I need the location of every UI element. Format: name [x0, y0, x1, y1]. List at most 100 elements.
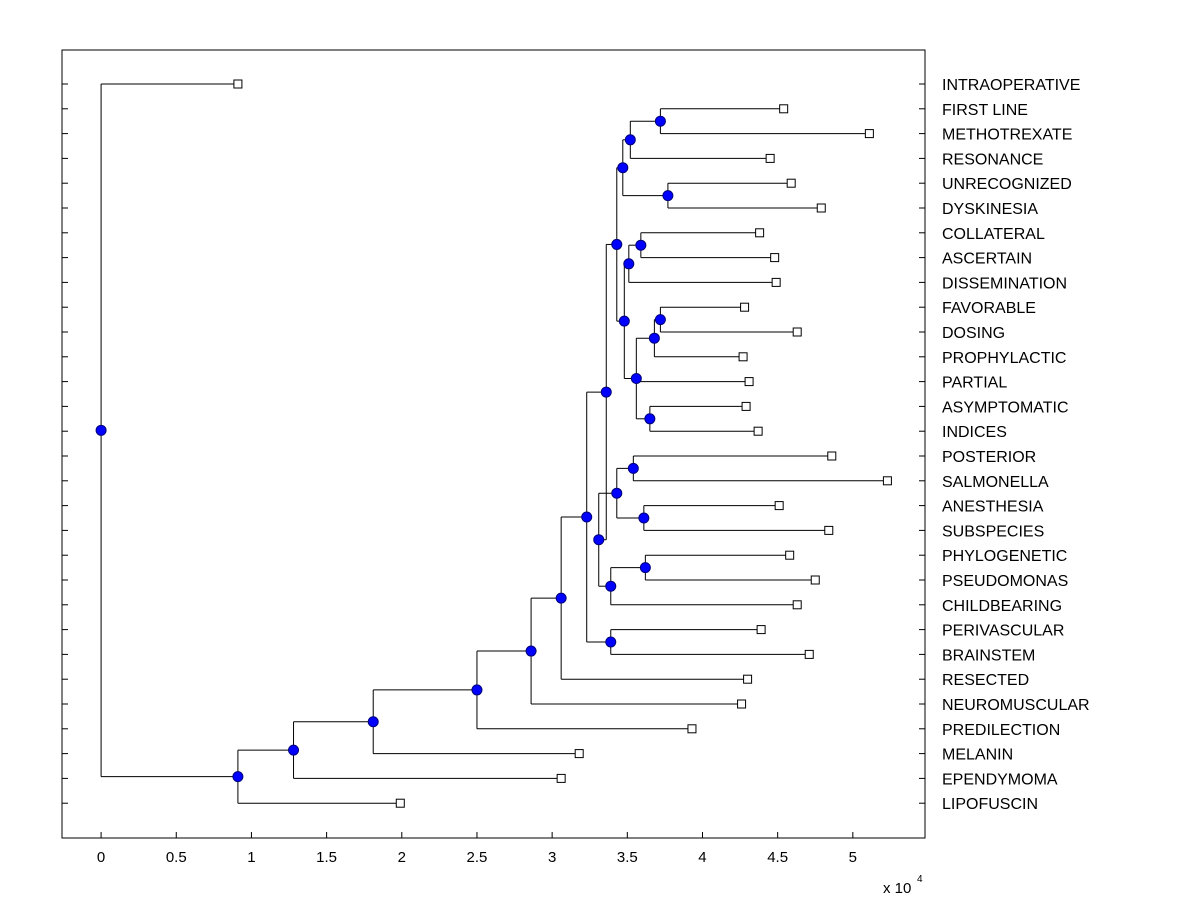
internal-node-marker: [623, 258, 635, 270]
leaf-marker: [737, 699, 747, 709]
internal-node-marker: [232, 771, 244, 783]
leaf-marker: [882, 476, 892, 486]
internal-node-marker: [611, 487, 623, 499]
leaf-label: RESECTED: [942, 672, 1029, 689]
internal-node-marker: [644, 413, 656, 425]
internal-node-marker: [624, 134, 636, 146]
internal-node-marker: [639, 562, 651, 574]
internal-node-marker: [95, 424, 107, 436]
x-tick-label: 3: [548, 849, 556, 866]
leaf-label: CHILDBEARING: [942, 598, 1062, 615]
leaf-label: FIRST LINE: [942, 102, 1028, 119]
leaf-labels: INTRAOPERATIVE FIRST LINE METHOTREXATE RESO…: [942, 77, 1090, 813]
x-tick-label: 5: [849, 849, 857, 866]
leaf-marker: [395, 798, 405, 808]
x-tick-label: 3.5: [617, 849, 638, 866]
internal-node-marker: [617, 162, 629, 174]
leaf-marker: [785, 550, 795, 560]
internal-node-marker: [525, 645, 537, 657]
leaf-marker: [744, 377, 754, 387]
internal-node-marker: [662, 190, 674, 202]
internal-node-marker: [605, 580, 617, 592]
leaf-marker: [687, 724, 697, 734]
x-multiplier-label: x 10: [883, 880, 911, 897]
leaf-marker: [765, 153, 775, 163]
leaf-label: PERIVASCULAR: [942, 623, 1064, 640]
axis-ticks: [62, 83, 925, 838]
leaf-label: PSEUDOMONAS: [942, 573, 1068, 590]
x-tick-label: 0: [97, 849, 105, 866]
internal-node-marker: [611, 238, 623, 250]
node-markers: [95, 115, 674, 783]
leaf-marker: [740, 302, 750, 312]
internal-node-marker: [654, 115, 666, 127]
leaf-label: SALMONELLA: [942, 474, 1049, 491]
internal-node-marker: [605, 636, 617, 648]
leaf-markers: [233, 79, 892, 808]
leaf-label: DOSING: [942, 325, 1005, 342]
internal-node-marker: [367, 716, 379, 728]
leaf-label: UNRECOGNIZED: [942, 176, 1072, 193]
x-tick-label: 0.5: [166, 849, 187, 866]
leaf-marker: [774, 501, 784, 511]
leaf-label: METHOTREXATE: [942, 127, 1072, 144]
leaf-marker: [792, 600, 802, 610]
internal-node-marker: [581, 511, 593, 523]
internal-node-marker: [618, 315, 630, 327]
leaf-label: NEUROMUSCULAR: [942, 697, 1090, 714]
leaf-marker: [741, 401, 751, 411]
leaf-marker: [824, 525, 834, 535]
leaf-marker: [827, 451, 837, 461]
leaf-label: ASCERTAIN: [942, 251, 1032, 268]
leaf-marker: [756, 625, 766, 635]
leaf-marker: [804, 649, 814, 659]
internal-node-marker: [593, 534, 605, 546]
x-tick-labels: 0 0.5 1 1.5 2 2.5 3 3.5 4 4.5 5: [97, 849, 857, 866]
leaf-marker: [233, 79, 243, 89]
internal-node-marker: [471, 684, 483, 696]
leaf-marker: [753, 426, 763, 436]
leaf-marker: [792, 327, 802, 337]
leaf-label: ASYMPTOMATIC: [942, 399, 1069, 416]
leaf-label: POSTERIOR: [942, 449, 1036, 466]
leaf-marker: [574, 749, 584, 759]
leaf-label: MELANIN: [942, 747, 1013, 764]
leaf-marker: [786, 178, 796, 188]
leaf-label: DYSKINESIA: [942, 201, 1038, 218]
leaf-marker: [816, 203, 826, 213]
internal-node-marker: [635, 239, 647, 251]
leaf-label: ANESTHESIA: [942, 499, 1044, 516]
leaf-label: PHYLOGENETIC: [942, 548, 1067, 565]
x-tick-label: 2.5: [467, 849, 488, 866]
internal-node-marker: [555, 592, 567, 604]
internal-node-marker: [600, 386, 612, 398]
leaf-label: SUBSPECIES: [942, 523, 1044, 540]
leaf-label: FAVORABLE: [942, 300, 1036, 317]
plot-area: [61, 49, 926, 839]
leaf-marker: [810, 575, 820, 585]
leaf-label: PARTIAL: [942, 375, 1007, 392]
x-tick-label: 2: [398, 849, 406, 866]
leaf-marker: [755, 228, 765, 238]
leaf-label: INTRAOPERATIVE: [942, 77, 1080, 94]
leaf-label: COLLATERAL: [942, 226, 1045, 243]
leaf-label: DISSEMINATION: [942, 275, 1067, 292]
x-tick-label: 4.5: [767, 849, 788, 866]
leaf-marker: [779, 104, 789, 114]
leaf-label: PREDILECTION: [942, 722, 1060, 739]
internal-node-marker: [654, 314, 666, 326]
internal-node-marker: [638, 512, 650, 524]
leaf-marker: [770, 253, 780, 263]
internal-node-marker: [630, 373, 642, 384]
internal-node-marker: [627, 462, 639, 474]
internal-node-marker: [288, 744, 300, 756]
leaf-label: BRAINSTEM: [942, 647, 1035, 664]
x-tick-label: 1: [247, 849, 255, 866]
leaf-marker: [743, 674, 753, 684]
leaf-label: LIPOFUSCIN: [942, 796, 1038, 813]
x-tick-label: 4: [698, 849, 706, 866]
internal-node-marker: [648, 332, 660, 344]
leaf-marker: [738, 352, 748, 362]
x-multiplier-exponent: 4: [917, 874, 923, 885]
